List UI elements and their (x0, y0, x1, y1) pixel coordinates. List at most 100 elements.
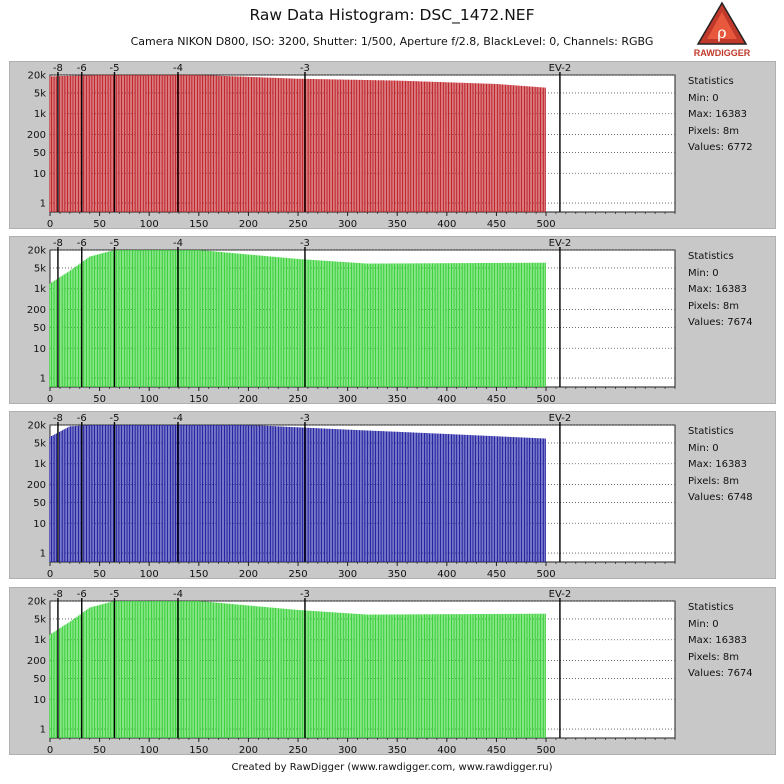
x-tick-label: 450 (487, 745, 506, 754)
histogram-chart-r: 1 10 50 200 1k 5k 20k -8 -6 -5 -4 -3 EV-2 0 50 100 150 20… (27, 63, 676, 228)
ev-marker-label: EV-2 (549, 413, 572, 424)
x-tick-label: 450 (487, 569, 506, 578)
x-tick-label: 500 (536, 569, 555, 578)
stats-min: Min: 0 (688, 618, 719, 630)
stats-values: Values: 6772 (688, 142, 753, 153)
x-tick-label: 100 (140, 569, 159, 578)
y-tick-label: 5k (34, 614, 46, 625)
y-tick-label: 1 (40, 549, 46, 560)
stats-pixels: Pixels: 8m (688, 475, 739, 487)
x-tick-label: 350 (388, 745, 407, 754)
histogram-panel-g2: 1 10 50 200 1k 5k 20k -8 -6 -5 -4 -3 EV-2 0 50 100 150 20… (9, 587, 776, 755)
stats-heading: Statistics (688, 602, 734, 613)
ev-marker-label: -8 (53, 413, 63, 424)
statistics-box: Statistics Min: 0 Max: 16383 Pixels: 8m … (688, 74, 753, 157)
x-tick-label: 350 (388, 394, 407, 403)
histogram-chart-g1: 1 10 50 200 1k 5k 20k -8 -6 -5 -4 -3 EV-2 0 50 100 150 20… (27, 238, 676, 403)
x-tick-label: 0 (47, 394, 53, 403)
ev-marker-label: -5 (109, 589, 119, 600)
x-tick-label: 250 (288, 745, 307, 754)
y-tick-label: 50 (33, 148, 46, 159)
ev-marker-label: EV-2 (549, 238, 572, 249)
y-tick-label: 50 (33, 498, 46, 509)
ev-marker-label: -6 (77, 238, 87, 249)
ev-marker-label: -4 (173, 63, 183, 74)
x-tick-label: 100 (140, 394, 159, 403)
ev-marker-label: -8 (53, 238, 63, 249)
rawdigger-logo-icon: ρ RAWDIGGER (694, 1, 751, 58)
y-tick-label: 10 (33, 344, 46, 355)
stats-max: Max: 16383 (688, 459, 748, 470)
y-tick-label: 5k (34, 263, 46, 274)
x-tick-label: 250 (288, 219, 307, 228)
stats-min: Min: 0 (688, 267, 719, 279)
ev-marker-label: -6 (77, 63, 87, 74)
x-tick-label: 200 (239, 394, 258, 403)
stats-values: Values: 7674 (688, 668, 753, 679)
ev-marker-label: -4 (173, 238, 183, 249)
ev-marker-label: -3 (300, 63, 310, 74)
ev-marker-label: -8 (53, 589, 63, 600)
x-tick-label: 0 (47, 219, 53, 228)
ev-marker-label: -3 (300, 413, 310, 424)
y-tick-label: 10 (33, 695, 46, 706)
y-tick-label: 20k (27, 71, 46, 82)
y-tick-label: 50 (33, 323, 46, 334)
stats-min: Min: 0 (688, 92, 719, 104)
x-tick-label: 150 (189, 219, 208, 228)
histogram-panel-b: 1 10 50 200 1k 5k 20k -8 -6 -5 -4 -3 EV-2 0 50 100 150 20… (9, 411, 776, 579)
y-tick-label: 5k (34, 88, 46, 99)
y-tick-label: 5k (34, 438, 46, 449)
y-tick-label: 1 (40, 199, 46, 210)
y-tick-label: 50 (33, 674, 46, 685)
x-tick-label: 200 (239, 569, 258, 578)
x-tick-label: 150 (189, 394, 208, 403)
stats-values: Values: 6748 (688, 492, 753, 503)
x-tick-label: 0 (47, 569, 53, 578)
ev-marker-label: EV-2 (549, 589, 572, 600)
y-tick-label: 20k (27, 421, 46, 432)
stats-max: Max: 16383 (688, 109, 748, 120)
stats-heading: Statistics (688, 76, 734, 87)
stats-max: Max: 16383 (688, 635, 748, 646)
y-tick-label: 10 (33, 519, 46, 530)
ev-marker-label: -6 (77, 589, 87, 600)
ev-marker-label: -5 (109, 413, 119, 424)
stats-pixels: Pixels: 8m (688, 125, 739, 137)
x-tick-label: 300 (338, 394, 357, 403)
y-tick-label: 1 (40, 725, 46, 736)
page-title: Raw Data Histogram: DSC_1472.NEF (249, 6, 535, 24)
y-tick-label: 1k (34, 635, 46, 646)
x-tick-label: 100 (140, 745, 159, 754)
y-tick-label: 200 (27, 305, 46, 316)
ev-marker-label: -4 (173, 589, 183, 600)
footer-credit: Created by RawDigger (www.rawdigger.com,… (231, 762, 553, 773)
x-tick-label: 500 (536, 219, 555, 228)
x-tick-label: 400 (437, 394, 456, 403)
y-tick-label: 1k (34, 459, 46, 470)
x-tick-label: 250 (288, 569, 307, 578)
camera-info: Camera NIKON D800, ISO: 3200, Shutter: 1… (130, 35, 654, 48)
x-tick-label: 400 (437, 745, 456, 754)
stats-values: Values: 7674 (688, 317, 753, 328)
x-tick-label: 500 (536, 394, 555, 403)
ev-marker-label: EV-2 (549, 63, 572, 74)
x-tick-label: 350 (388, 219, 407, 228)
x-tick-label: 50 (93, 394, 106, 403)
ev-marker-label: -5 (109, 63, 119, 74)
statistics-box: Statistics Min: 0 Max: 16383 Pixels: 8m … (688, 424, 753, 507)
y-tick-label: 1k (34, 109, 46, 120)
histogram-chart-b: 1 10 50 200 1k 5k 20k -8 -6 -5 -4 -3 EV-2 0 50 100 150 20… (27, 413, 676, 578)
x-tick-label: 400 (437, 219, 456, 228)
histogram-panel-r: 1 10 50 200 1k 5k 20k -8 -6 -5 -4 -3 EV-2 0 50 100 150 20… (9, 61, 776, 229)
svg-text:ρ: ρ (717, 23, 726, 42)
y-tick-label: 1 (40, 374, 46, 385)
ev-marker-label: -3 (300, 589, 310, 600)
x-tick-label: 300 (338, 745, 357, 754)
y-tick-label: 200 (27, 130, 46, 141)
x-tick-label: 300 (338, 219, 357, 228)
stats-min: Min: 0 (688, 442, 719, 454)
x-tick-label: 400 (437, 569, 456, 578)
x-tick-label: 150 (189, 745, 208, 754)
y-tick-label: 1k (34, 284, 46, 295)
